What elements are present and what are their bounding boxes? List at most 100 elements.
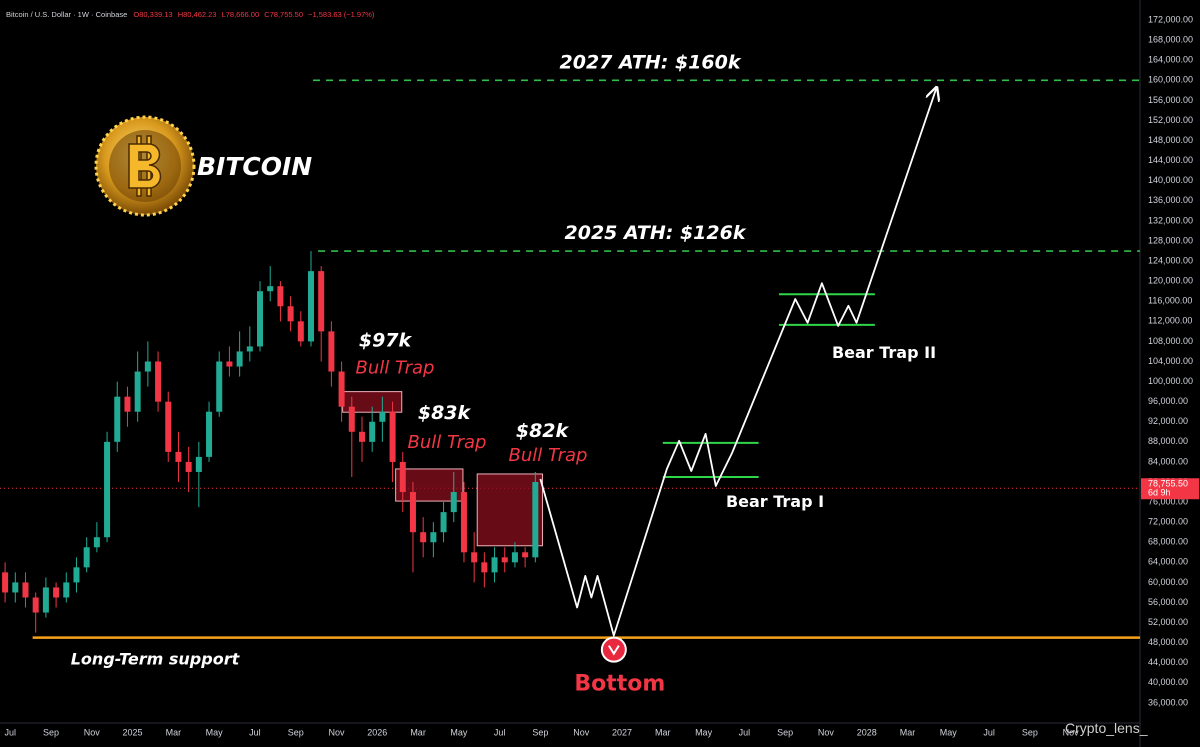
candle-body <box>389 411 396 462</box>
candle-body <box>491 557 498 573</box>
candle-body <box>522 552 529 558</box>
x-tick-label: Jul <box>4 727 16 737</box>
x-tick-label: May <box>206 727 224 737</box>
candle-body <box>532 482 539 558</box>
candle-body <box>155 361 162 402</box>
projection-line <box>539 89 936 637</box>
y-tick-label: 116,000.00 <box>1148 296 1192 306</box>
candle-body <box>511 552 518 563</box>
candle-body <box>409 492 416 533</box>
candle-body <box>246 346 253 352</box>
x-tick-label: Sep <box>288 727 304 737</box>
y-tick-label: 84,000.00 <box>1148 456 1188 466</box>
coin-symbol <box>128 135 162 197</box>
candle-body <box>369 421 376 442</box>
x-tick-label: Nov <box>1063 727 1080 737</box>
ohlc: −1,583.63 (−1.97%) <box>308 10 375 19</box>
bottom-chevron <box>607 645 620 656</box>
candle-body <box>165 401 172 452</box>
y-tick-label: 60,000.00 <box>1148 577 1188 587</box>
candle-body <box>277 286 284 307</box>
candle-body <box>358 431 365 442</box>
candle-body <box>399 461 406 493</box>
candle-body <box>267 286 274 292</box>
x-tick-label: Sep <box>1022 727 1038 737</box>
bull-trap-label: Bull Trap <box>509 445 588 466</box>
y-tick-label: 56,000.00 <box>1148 597 1188 607</box>
candle-body <box>22 582 29 598</box>
bull-trap-label: Bull Trap <box>408 432 487 453</box>
x-tick-label: 2028 <box>857 727 877 737</box>
y-tick-label: 160,000.00 <box>1148 75 1193 85</box>
candle-body <box>195 456 202 472</box>
x-tick-label: Sep <box>43 727 59 737</box>
candle-body <box>420 532 427 543</box>
bull-trap-label: Bull Trap <box>356 358 435 379</box>
candle-body <box>348 406 355 432</box>
y-tick-label: 36,000.00 <box>1148 697 1188 707</box>
candle-body <box>83 547 90 568</box>
y-tick-label: 44,000.00 <box>1148 657 1188 667</box>
x-tick-label: Jul <box>983 727 995 737</box>
candle-body <box>124 396 131 412</box>
candle-body <box>2 572 9 593</box>
bull-trap-zone <box>476 473 543 547</box>
candle-body <box>501 557 508 563</box>
y-tick-label: 72,000.00 <box>1148 517 1188 527</box>
y-tick-label: 92,000.00 <box>1148 416 1188 426</box>
level-label: 2025 ATH: $126k <box>565 222 747 244</box>
candle-body <box>318 271 325 332</box>
x-tick-label: Sep <box>532 727 548 737</box>
x-tick-label: May <box>450 727 468 737</box>
candle-body <box>430 532 437 543</box>
y-tick-label: 64,000.00 <box>1148 557 1188 567</box>
candle-body <box>460 492 467 553</box>
y-tick-label: 68,000.00 <box>1148 537 1188 547</box>
bottom-label: Bottom <box>574 672 665 697</box>
candle-body <box>63 582 70 598</box>
y-tick-label: 164,000.00 <box>1148 55 1193 65</box>
bitcoin-logo <box>94 115 196 217</box>
x-tick-label: Mar <box>900 727 916 737</box>
y-tick-label: 108,000.00 <box>1148 336 1193 346</box>
x-tick-label: Jul <box>494 727 506 737</box>
ohlc: L78,666.00 <box>222 10 260 19</box>
x-tick-label: Nov <box>84 727 101 737</box>
candle-body <box>134 371 141 412</box>
x-tick-label: May <box>940 727 958 737</box>
y-tick-label: 124,000.00 <box>1148 255 1193 265</box>
candle-body <box>53 587 60 598</box>
watermark: Crypto_lens_ <box>1065 720 1148 736</box>
y-tick-label: 112,000.00 <box>1148 316 1192 326</box>
candle-body <box>144 361 151 372</box>
support-label: Long-Term support <box>71 650 241 669</box>
bottom-marker <box>600 636 627 663</box>
candle-body <box>481 562 488 573</box>
x-tick-label: Jul <box>249 727 261 737</box>
y-tick-label: 128,000.00 <box>1148 235 1193 245</box>
y-tick-label: 76,000.00 <box>1148 496 1188 506</box>
y-tick-label: 52,000.00 <box>1148 617 1188 627</box>
ohlc: O80,339.13 <box>133 10 172 19</box>
candle-body <box>287 306 294 322</box>
y-tick-label: 104,000.00 <box>1148 356 1193 366</box>
bear-trap-label: Bear Trap II <box>832 343 936 362</box>
candle-body <box>73 567 80 583</box>
x-tick-label: Nov <box>328 727 345 737</box>
candle-body <box>93 537 100 548</box>
candle-body <box>226 361 233 367</box>
y-tick-label: 172,000.00 <box>1148 14 1193 24</box>
bull-trap-price: $83k <box>418 402 472 424</box>
candle-body <box>308 271 315 342</box>
y-tick-label: 136,000.00 <box>1148 195 1193 205</box>
candle-body <box>471 552 478 563</box>
candle-body <box>328 331 335 372</box>
candle-body <box>12 582 19 593</box>
y-tick-label: 48,000.00 <box>1148 637 1188 647</box>
last-price-label: 78,755.50 <box>1148 479 1188 489</box>
y-tick-label: 144,000.00 <box>1148 155 1193 165</box>
candle-body <box>216 361 223 412</box>
